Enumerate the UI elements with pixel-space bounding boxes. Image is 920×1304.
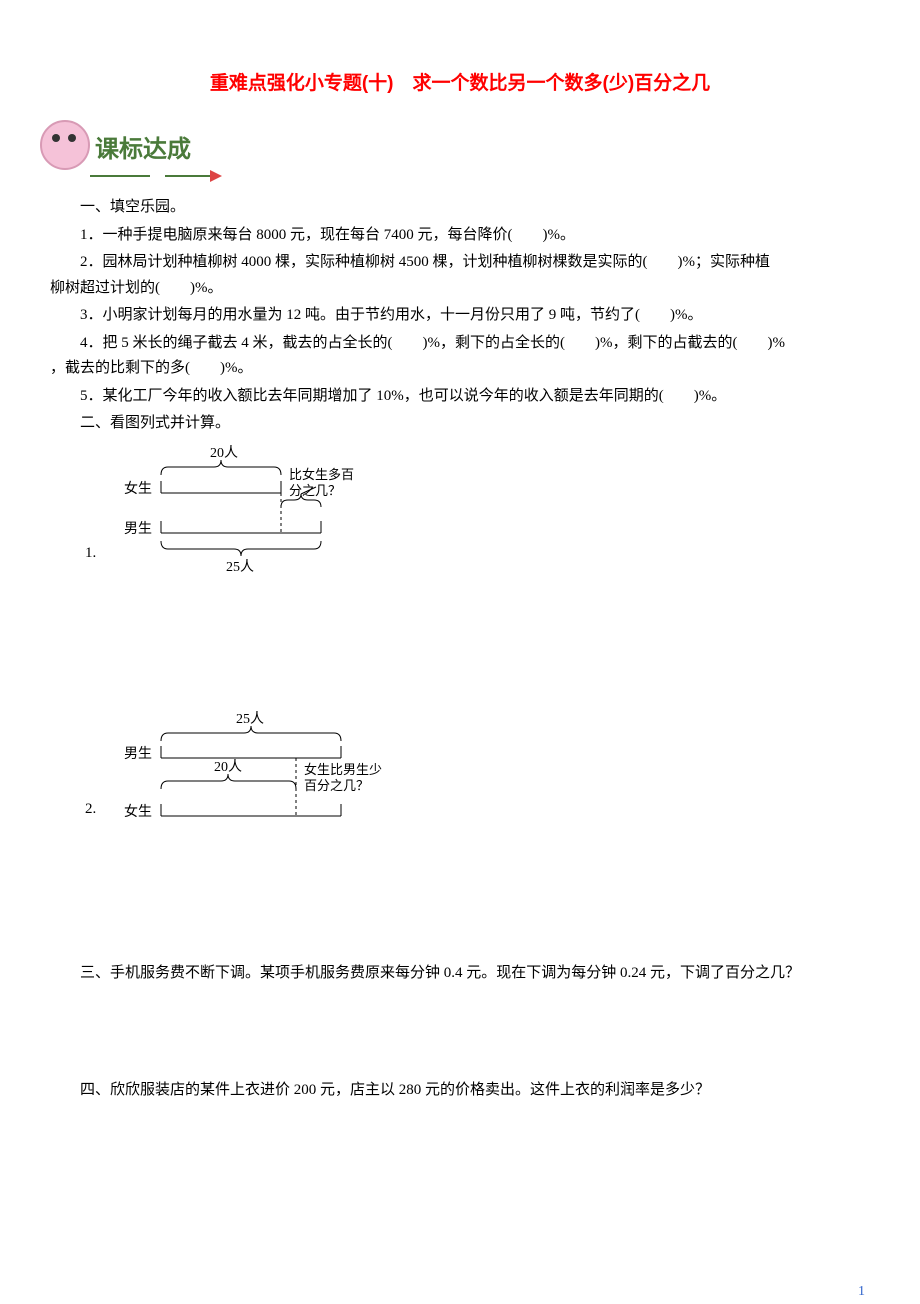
d2-girl-label: 女生	[124, 803, 152, 820]
spacer	[50, 986, 870, 1076]
section-2-heading: 二、看图列式并计算。	[50, 411, 870, 437]
page-title: 重难点强化小专题(十) 求一个数比另一个数多(少)百分之几	[50, 68, 870, 100]
section-4: 四、欣欣服装店的某件上衣进价 200 元，店主以 280 元的价格卖出。这件上衣…	[50, 1078, 870, 1104]
problem-1: 1．一种手提电脑原来每台 8000 元，现在每台 7400 元，每台降价( )%…	[50, 223, 870, 249]
d1-question-l1: 比女生多百	[289, 467, 354, 482]
d2-boy-label: 男生	[124, 746, 152, 762]
d1-question-l2: 分之几？	[289, 483, 341, 498]
problem-3: 3．小明家计划每月的用水量为 12 吨。由于节约用水，十一月份只用了 9 吨，节…	[50, 303, 870, 329]
banner-text: 课标达成	[95, 130, 191, 171]
d1-boy-label: 男生	[124, 521, 152, 537]
diagram-1-svg: 20人 女生 比女生多百 分之几？ 男生 25人	[106, 445, 386, 575]
spacer	[50, 583, 870, 703]
problem-4-line2: ，截去的比剩下的多( )%。	[50, 356, 870, 382]
d2-top-label: 25人	[236, 711, 264, 727]
d2-question-l1: 女生比男生少	[304, 762, 382, 777]
d1-top-label: 20人	[210, 445, 238, 461]
flag-icon	[210, 170, 222, 182]
d2-mid-label: 20人	[214, 759, 242, 775]
d1-girl-label: 女生	[124, 480, 152, 497]
diagram-2-number: 2.	[85, 797, 96, 823]
d2-question-l2: 百分之几？	[304, 778, 369, 793]
diagram-1-container: 1. 20人 女生 比女生多百 分之几？ 男生 25人	[50, 445, 870, 575]
mascot-icon	[40, 120, 90, 170]
spacer	[50, 839, 870, 959]
problem-4-line1: 4．把 5 米长的绳子截去 4 米，截去的占全长的( )%，剩下的占全长的( )…	[50, 331, 870, 357]
section-3: 三、手机服务费不断下调。某项手机服务费原来每分钟 0.4 元。现在下调为每分钟 …	[50, 961, 870, 987]
banner-graphic: 课标达成	[40, 120, 240, 180]
diagram-1-number: 1.	[85, 541, 96, 567]
diagram-2-container: 2. 25人 男生 20人 女生比男生少 百分之几？ 女生	[50, 711, 870, 831]
problem-2-line2: 柳树超过计划的( )%。	[50, 276, 870, 302]
section-1-heading: 一、填空乐园。	[50, 195, 870, 221]
problem-2-line1: 2．园林局计划种植柳树 4000 棵，实际种植柳树 4500 棵，计划种植柳树棵…	[50, 250, 870, 276]
d1-bottom-label: 25人	[226, 559, 254, 575]
diagram-2-svg: 25人 男生 20人 女生比男生少 百分之几？ 女生	[106, 711, 406, 831]
page-number: 1	[858, 1280, 865, 1304]
problem-5: 5．某化工厂今年的收入额比去年同期增加了 10%，也可以说今年的收入额是去年同期…	[50, 384, 870, 410]
